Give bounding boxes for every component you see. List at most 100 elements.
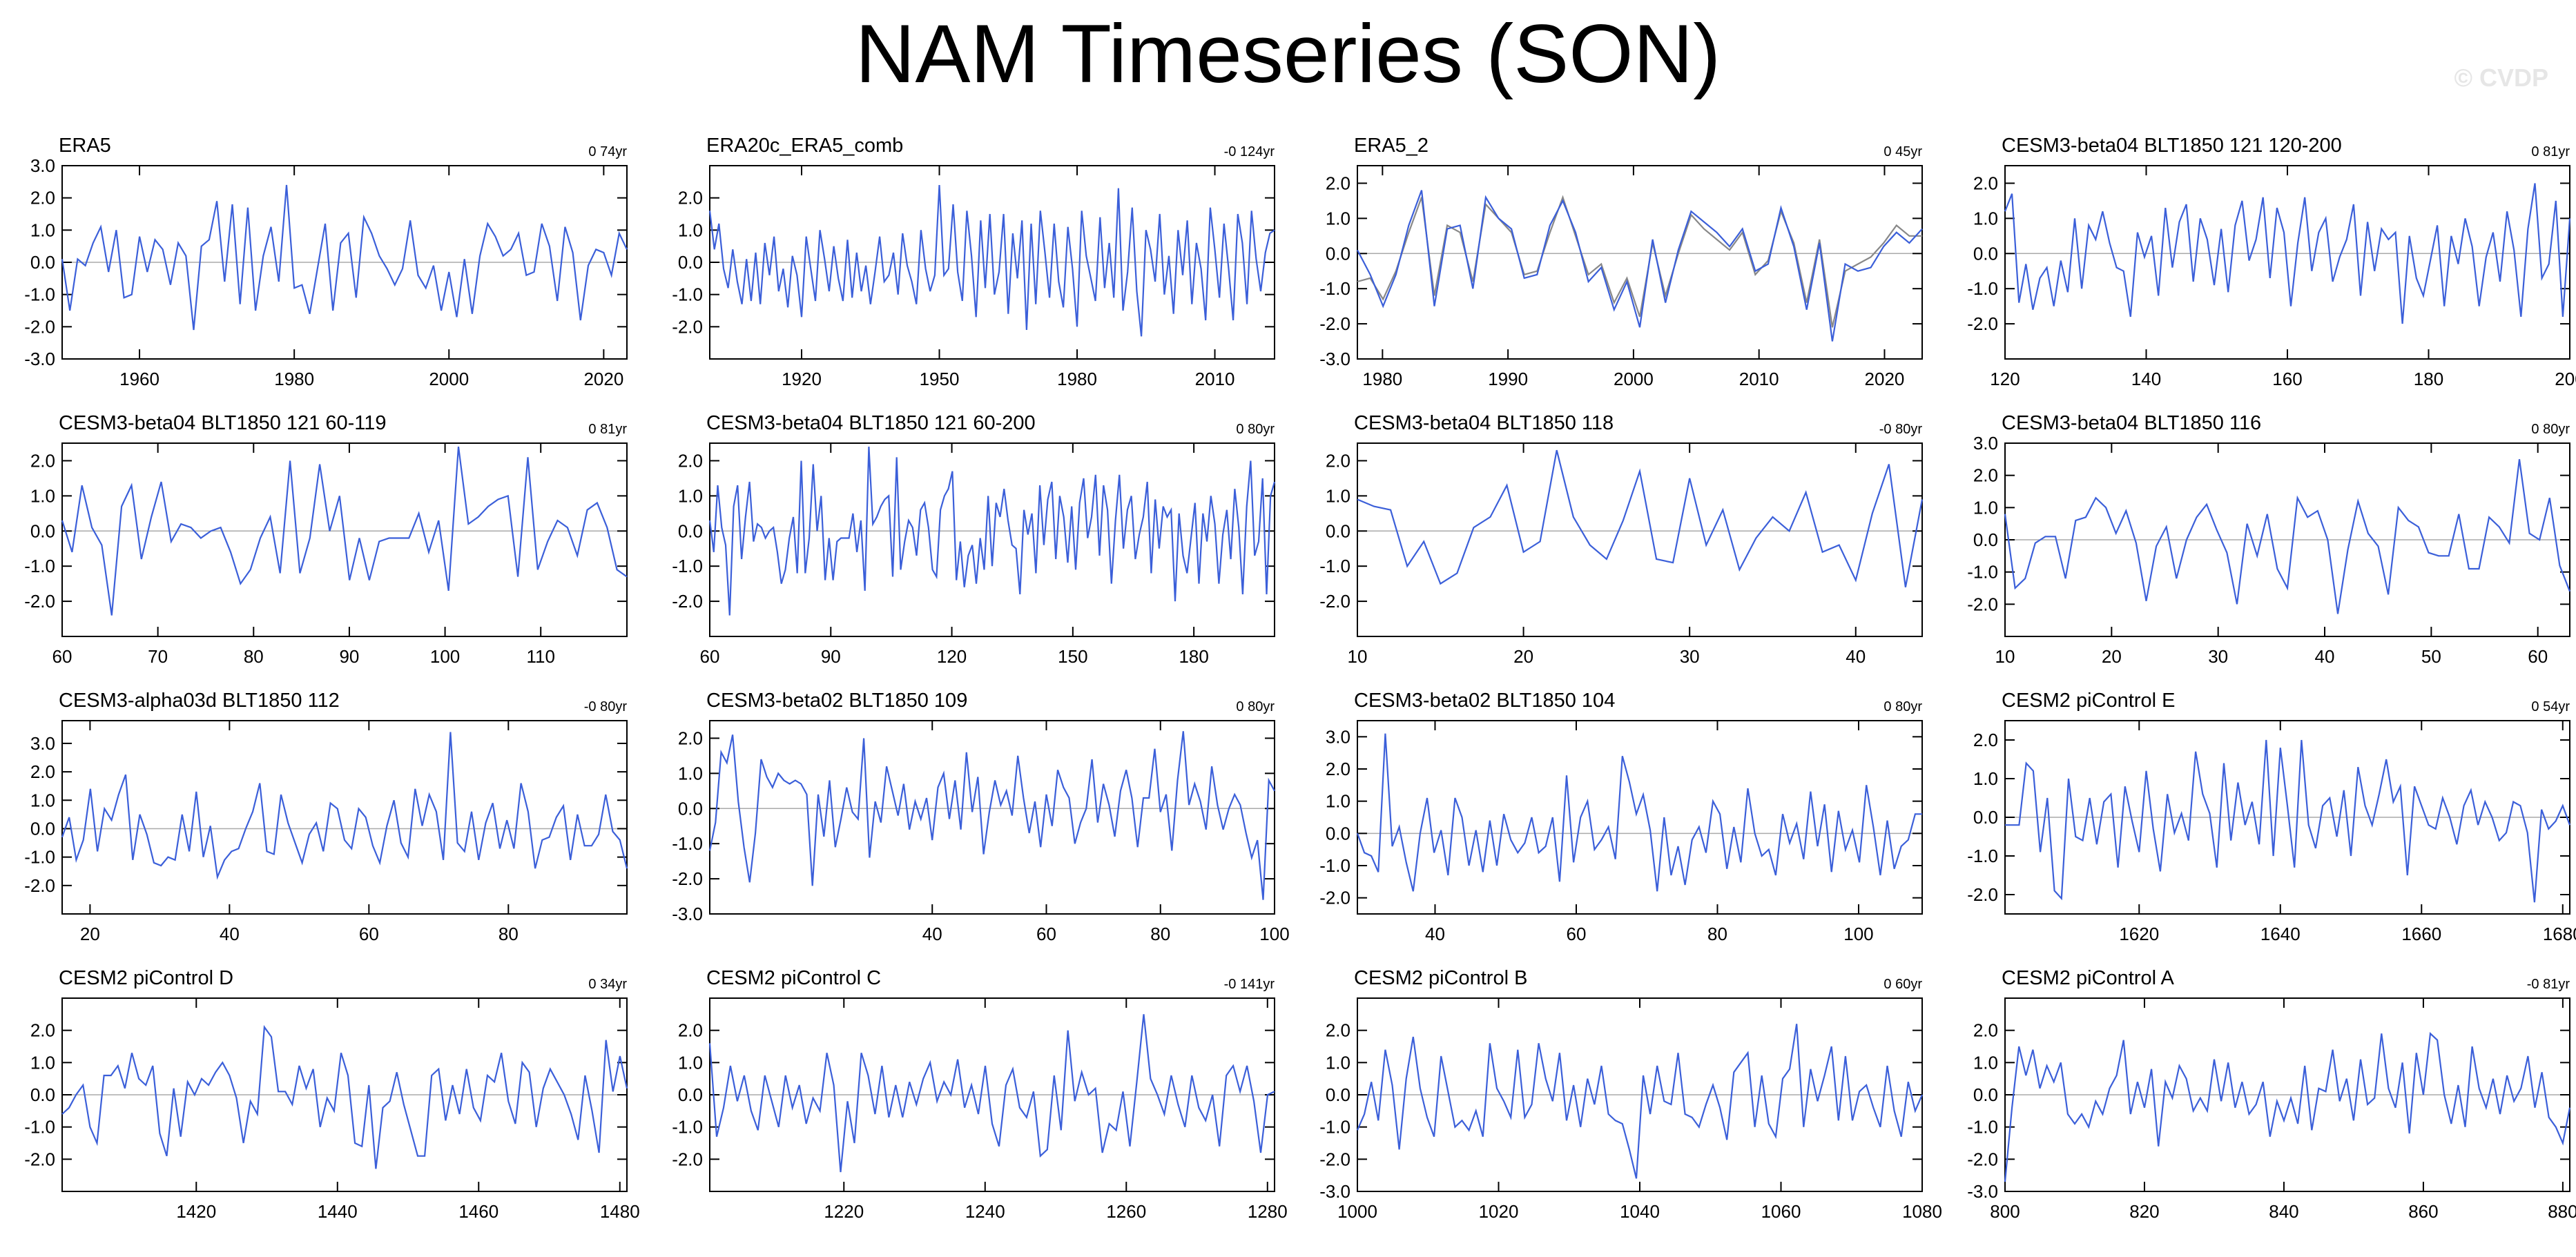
panel-title: CESM3-beta02 BLT1850 109: [706, 690, 967, 712]
panel-4: CESM3-beta04 BLT1850 121 120-200 0 81yr -2…: [1967, 135, 2576, 389]
panel-title: CESM2 piControl B: [1354, 967, 1527, 989]
series-line: [61, 184, 628, 331]
y-tick-label: 0.0: [30, 252, 55, 273]
x-tick-label: 1460: [458, 1201, 498, 1222]
y-tick-label: 1.0: [1973, 208, 1998, 228]
y-tick-label: 3.0: [30, 733, 55, 754]
trend-label: 0 80yr: [2531, 422, 2570, 437]
x-tick-label: 800: [1990, 1201, 2020, 1222]
trend-label: 0 81yr: [588, 422, 627, 437]
y-tick-label: 2.0: [1326, 450, 1350, 471]
x-tick-label: 1080: [1902, 1201, 1942, 1222]
y-tick-label: 0.0: [1973, 1084, 1998, 1105]
y-tick-label: -2.0: [1319, 1149, 1350, 1169]
y-tick-label: -1.0: [672, 556, 703, 576]
y-tick-label: -2.0: [672, 591, 703, 612]
series-line: [2004, 459, 2571, 614]
y-tick-label: -2.0: [1319, 888, 1350, 908]
y-tick-label: -1.0: [672, 1117, 703, 1138]
y-tick-label: -2.0: [1967, 1149, 1998, 1169]
panel-title: CESM3-beta02 BLT1850 104: [1354, 690, 1615, 712]
x-tick-label: 160: [2272, 369, 2302, 389]
plot-frame: [709, 720, 1275, 915]
y-tick-label: 1.0: [30, 485, 55, 506]
y-tick-label: 1.0: [1326, 791, 1350, 812]
x-tick-label: 10: [1995, 646, 2015, 667]
trend-label: 0 80yr: [1883, 699, 1922, 714]
y-tick-label: -2.0: [1967, 594, 1998, 614]
y-tick-label: -3.0: [24, 349, 55, 369]
x-tick-label: 1240: [965, 1201, 1005, 1222]
x-tick-label: 1440: [318, 1201, 358, 1222]
x-tick-label: 40: [922, 924, 942, 944]
y-tick-label: 1.0: [1973, 1052, 1998, 1073]
x-tick-label: 30: [2208, 646, 2228, 667]
y-tick-label: -3.0: [1967, 1181, 1998, 1202]
y-tick-label: 2.0: [30, 188, 55, 208]
plot-frame: [1357, 442, 1923, 637]
x-tick-label: 60: [359, 924, 379, 944]
y-tick-label: 2.0: [1973, 173, 1998, 193]
x-tick-label: 80: [1150, 924, 1170, 944]
x-tick-label: 1960: [119, 369, 159, 389]
panel-2: ERA20c_ERA5_comb -0 124yr -2.0 -1.0 0.0 1.0 2.…: [672, 135, 1275, 389]
y-tick-label: -3.0: [672, 904, 703, 924]
y-tick-label: -2.0: [1967, 884, 1998, 905]
y-tick-label: 2.0: [678, 450, 703, 471]
y-tick-label: -1.0: [672, 284, 703, 305]
series-line: [61, 446, 628, 616]
x-tick-label: 1640: [2260, 924, 2301, 944]
y-tick-label: 1.0: [1326, 485, 1350, 506]
y-tick-label: -2.0: [672, 868, 703, 889]
series-line: [1357, 449, 1924, 587]
y-tick-label: 1.0: [678, 220, 703, 240]
y-tick-label: -2.0: [24, 591, 55, 612]
y-tick-label: 2.0: [1973, 730, 1998, 750]
panel-8: CESM3-beta04 BLT1850 116 0 80yr -2.0 -1.0 0.…: [1967, 412, 2571, 667]
x-tick-label: 1060: [1761, 1201, 1801, 1222]
panel-title: CESM3-alpha03d BLT1850 112: [59, 690, 340, 712]
panel-title: ERA20c_ERA5_comb: [706, 135, 903, 157]
x-tick-label: 1280: [1248, 1201, 1288, 1222]
x-tick-label: 2010: [1195, 369, 1235, 389]
trend-label: 0 54yr: [2531, 699, 2570, 714]
y-tick-label: -1.0: [672, 833, 703, 854]
x-tick-label: 200: [2555, 369, 2576, 389]
y-tick-label: 0.0: [678, 252, 703, 273]
panel-1: ERA5 0 74yr -3.0 -2.0 -1.0 0.0 1.0 2.0 3.0 1960 19…: [24, 135, 628, 389]
panel-14: CESM2 piControl C -0 141yr -2.0 -1.0 0.0 1.0 2…: [672, 967, 1288, 1222]
panel-title: ERA5_2: [1354, 135, 1429, 157]
y-tick-label: -2.0: [24, 1149, 55, 1169]
x-tick-label: 80: [498, 924, 519, 944]
x-tick-label: 2000: [429, 369, 469, 389]
series-line: [2004, 1032, 2571, 1182]
y-tick-label: 1.0: [1973, 768, 1998, 789]
watermark-logo: © CVDP: [2454, 64, 2548, 92]
x-tick-label: 1980: [1057, 369, 1097, 389]
y-tick-label: 2.0: [30, 761, 55, 782]
series-line: [1356, 733, 1922, 892]
y-tick-label: -1.0: [24, 847, 55, 868]
panel-title: CESM2 piControl D: [59, 967, 233, 989]
x-tick-label: 40: [1846, 646, 1866, 667]
plot-frame: [709, 442, 1275, 637]
x-tick-label: 880: [2548, 1201, 2576, 1222]
x-tick-label: 100: [1843, 924, 1873, 944]
trend-label: 0 45yr: [1883, 144, 1922, 159]
trend-label: -0 80yr: [1879, 422, 1923, 437]
x-tick-label: 1990: [1488, 369, 1528, 389]
x-tick-label: 120: [1990, 369, 2020, 389]
y-tick-label: 0.0: [30, 1084, 55, 1105]
panel-13: CESM2 piControl D 0 34yr -2.0 -1.0 0.0 1.0 2.0…: [24, 967, 640, 1222]
x-tick-label: 1980: [1362, 369, 1402, 389]
plot-frame: [1357, 165, 1923, 360]
y-tick-label: 3.0: [1326, 726, 1350, 747]
panel-6: CESM3-beta04 BLT1850 121 60-200 0 80yr -2.…: [672, 412, 1276, 667]
y-tick-label: -2.0: [672, 316, 703, 337]
trend-label: -0 124yr: [1224, 144, 1275, 159]
x-tick-label: 40: [220, 924, 240, 944]
trend-label: 0 81yr: [2531, 144, 2570, 159]
x-tick-label: 180: [2414, 369, 2443, 389]
panel-title: CESM3-beta04 BLT1850 121 120-200: [2002, 135, 2342, 157]
